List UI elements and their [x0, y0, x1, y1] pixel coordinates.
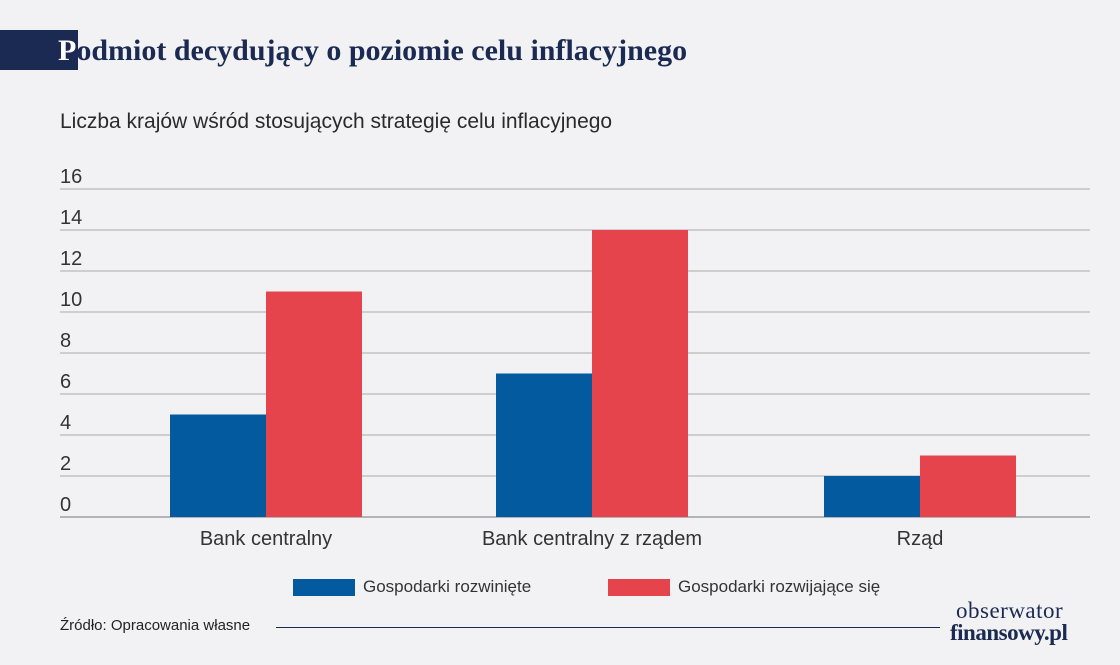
y-tick-label: 6: [60, 371, 71, 393]
chart-subtitle: Liczba krajów wśród stosujących strategi…: [60, 110, 613, 133]
bar-developing: [920, 455, 1016, 517]
title-initial: P: [58, 34, 77, 67]
logo-line2: finansowy.pl: [950, 620, 1068, 645]
bar-developed: [824, 476, 920, 517]
y-tick-label: 2: [60, 453, 71, 475]
bar-developing: [592, 230, 688, 517]
bars: [170, 230, 1016, 517]
x-category-label: Bank centralny z rządem: [482, 528, 702, 550]
legend-swatch-developed: [293, 578, 355, 596]
y-tick-label: 4: [60, 412, 71, 434]
legend-item-developing: Gospodarki rozwijające się: [608, 575, 880, 599]
legend-swatch-developing: [608, 578, 670, 596]
x-category-label: Rząd: [897, 528, 944, 550]
bar-developing: [266, 291, 362, 517]
bar-developed: [170, 414, 266, 517]
source-note: Źródło: Opracowania własne: [60, 617, 251, 634]
legend-label-developed: Gospodarki rozwinięte: [363, 577, 532, 596]
x-category-label: Bank centralny: [200, 528, 332, 550]
legend-label-developing: Gospodarki rozwijające się: [678, 577, 881, 596]
footer-divider: [276, 627, 940, 628]
title-text: odmiot decydujący o poziomie celu inflac…: [76, 34, 688, 67]
y-tick-label: 14: [60, 207, 82, 229]
y-tick-label: 0: [60, 494, 71, 516]
labels: 0 2 4 6 8 10 12 14 16 Bank centralny Bank centraln…: [60, 166, 943, 550]
bar-developed: [496, 373, 592, 517]
chart-title: Podmiot decydujący o poziomie celu infla…: [58, 30, 687, 70]
title-accent-bar: [0, 30, 78, 70]
logo-line1: obserwator: [956, 598, 1064, 623]
publisher-logo: obserwator finansowy.pl: [950, 598, 1100, 645]
legend-item-developed: Gospodarki rozwinięte: [293, 575, 531, 599]
y-tick-label: 10: [60, 289, 82, 311]
y-tick-label: 16: [60, 166, 82, 188]
y-tick-label: 12: [60, 248, 82, 270]
y-tick-label: 8: [60, 330, 71, 352]
legend: Gospodarki rozwinięte Gospodarki rozwija…: [0, 575, 1120, 599]
